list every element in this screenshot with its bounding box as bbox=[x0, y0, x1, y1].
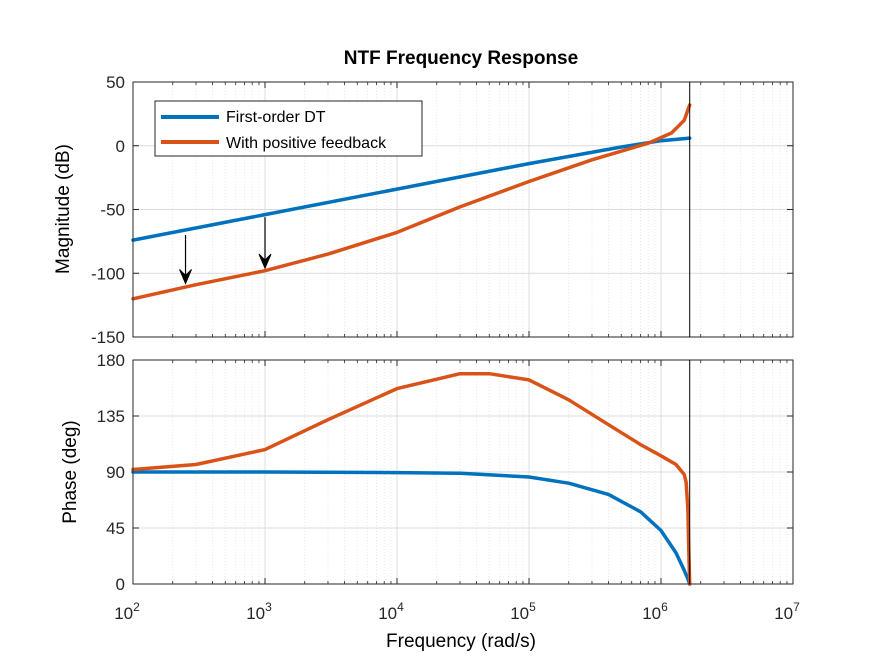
series-line-positive-feedback bbox=[131, 371, 692, 586]
x-axis-tick-labels: 102 103 104 105 106 107 bbox=[114, 600, 800, 623]
x-tick-label: 105 bbox=[510, 600, 536, 623]
series-line-first-order bbox=[131, 470, 692, 586]
phase-axes-border bbox=[132, 359, 794, 585]
y-tick-label: 0 bbox=[116, 137, 125, 156]
magnitude-series bbox=[131, 103, 692, 301]
legend-label-first-order: First-order DT bbox=[226, 109, 326, 126]
x-tick-label: 102 bbox=[114, 600, 140, 623]
series-line-positive-feedback bbox=[131, 103, 692, 301]
x-tick-label: 103 bbox=[246, 600, 272, 623]
phase-subplot: 180 135 90 45 0 Phase (deg) bbox=[60, 351, 794, 594]
y-tick-label: 45 bbox=[106, 519, 125, 538]
annotation-arrow-head bbox=[179, 269, 192, 285]
y-tick-label: 0 bbox=[116, 575, 125, 594]
legend-label-positive-feedback: With positive feedback bbox=[226, 135, 387, 152]
y-tick-label: 50 bbox=[106, 73, 125, 92]
y-tick-label: 90 bbox=[106, 463, 125, 482]
x-axis-label: Frequency (rad/s) bbox=[386, 631, 536, 652]
y-tick-label: -100 bbox=[91, 264, 125, 283]
phase-series bbox=[131, 371, 692, 586]
x-tick-label: 107 bbox=[774, 600, 800, 623]
phase-y-axis-label: Phase (deg) bbox=[60, 420, 81, 524]
legend-box bbox=[154, 100, 423, 157]
x-tick-label: 104 bbox=[378, 600, 404, 623]
x-tick-label: 106 bbox=[642, 600, 668, 623]
chart-title: NTF Frequency Response bbox=[344, 48, 578, 69]
magnitude-y-ticks: 50 0 -50 -100 -150 bbox=[91, 73, 125, 347]
legend: First-order DT With positive feedback bbox=[154, 100, 423, 157]
magnitude-axes-border bbox=[132, 81, 794, 338]
series-line-first-order bbox=[131, 136, 692, 242]
annotation-arrow-head bbox=[258, 253, 272, 270]
magnitude-annotations bbox=[179, 217, 272, 285]
phase-y-ticks: 180 135 90 45 0 bbox=[97, 351, 125, 594]
y-tick-label: -50 bbox=[100, 201, 125, 220]
magnitude-y-axis-label: Magnitude (dB) bbox=[53, 144, 74, 274]
y-tick-label: 180 bbox=[97, 351, 125, 370]
y-tick-label: 135 bbox=[97, 407, 125, 426]
y-tick-label: -150 bbox=[91, 328, 125, 347]
